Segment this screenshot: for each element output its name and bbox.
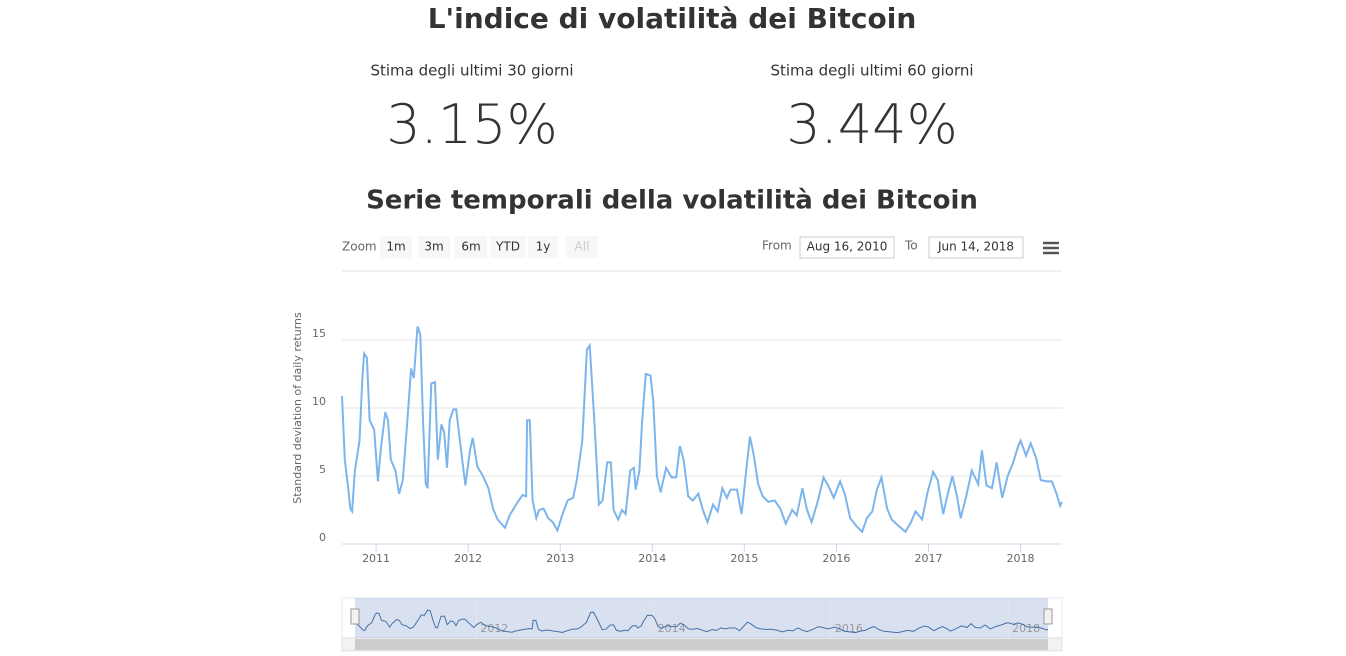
to-input[interactable] (928, 236, 1024, 259)
zoom-button[interactable] (380, 236, 412, 258)
x-tick-label: 2012 (454, 552, 482, 565)
navigator-line (354, 609, 1049, 634)
page-title: L'indice di volatilità dei Bitcoin (428, 2, 917, 35)
x-tick-label: 2017 (914, 552, 942, 565)
zoom-label: Zoom (342, 240, 377, 254)
navigator-handle[interactable] (350, 608, 360, 625)
zoom-button-label[interactable]: 3m (424, 240, 443, 254)
zoom-button[interactable] (490, 236, 526, 258)
zoom-button-label[interactable]: YTD (495, 240, 520, 254)
x-tick-label: 2018 (1007, 552, 1035, 565)
stat-label: Stima degli ultimi 30 giorni (370, 62, 573, 80)
navigator-mask (355, 598, 1048, 638)
stat-label: Stima degli ultimi 60 giorni (770, 62, 973, 80)
navigator[interactable] (341, 597, 1063, 639)
x-tick-label: 2013 (546, 552, 574, 565)
navigator-handle[interactable] (1043, 608, 1053, 625)
to-label: To (904, 239, 918, 253)
y-tick-label: 15 (312, 327, 326, 340)
series-line (341, 326, 1063, 534)
zoom-button[interactable] (528, 236, 558, 258)
stat-value: 3.44% (786, 93, 958, 156)
from-input[interactable] (799, 236, 895, 259)
chart-title: Serie temporali della volatilità dei Bit… (366, 186, 978, 216)
x-tick-label: 2014 (638, 552, 666, 565)
from-value[interactable]: Aug 16, 2010 (807, 240, 888, 254)
stat-value: 3.15% (386, 93, 558, 156)
zoom-button[interactable] (566, 236, 598, 258)
x-tick-label: 2016 (822, 552, 850, 565)
to-value[interactable]: Jun 14, 2018 (937, 240, 1014, 254)
x-tick-label: 2015 (730, 552, 758, 565)
navigator-tick-label: 2012 (480, 622, 508, 635)
navigator-tick-label: 2018 (1012, 622, 1040, 635)
zoom-button-label[interactable]: All (575, 240, 590, 254)
menu-icon[interactable] (1043, 241, 1059, 255)
zoom-button-label[interactable]: 1y (536, 240, 551, 254)
zoom-button[interactable] (455, 236, 487, 258)
y-axis-label: Standard deviation of daily returns (291, 312, 304, 504)
x-tick-label: 2011 (362, 552, 390, 565)
zoom-button[interactable] (418, 236, 450, 258)
y-tick-label: 10 (312, 395, 326, 408)
y-tick-label: 5 (319, 463, 326, 476)
from-label: From (762, 239, 792, 253)
scrollbar-thumb[interactable] (355, 639, 1048, 650)
navigator-tick-label: 2016 (835, 622, 863, 635)
zoom-button-label[interactable]: 1m (386, 240, 405, 254)
y-tick-label: 0 (319, 531, 326, 544)
zoom-button-label[interactable]: 6m (461, 240, 480, 254)
